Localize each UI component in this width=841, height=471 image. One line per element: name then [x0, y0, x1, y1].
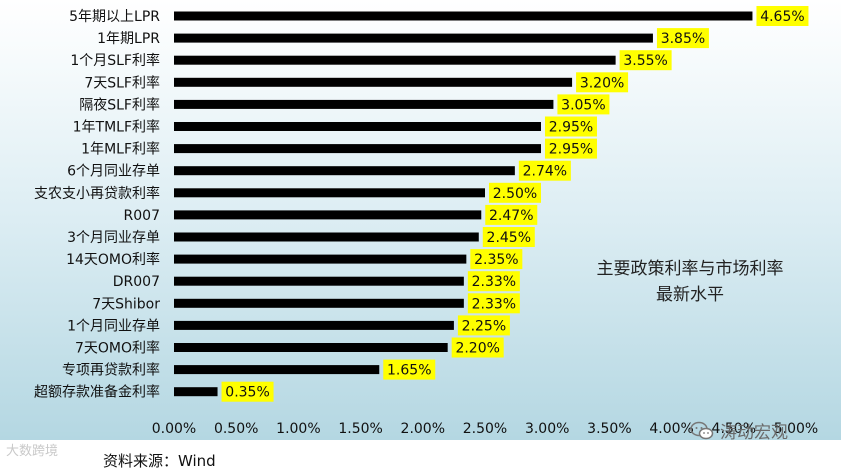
data-label-bg: [518, 160, 571, 181]
bar: [174, 188, 485, 198]
category-label: 超额存款准备金利率: [34, 384, 160, 401]
bar: [174, 298, 464, 308]
data-label: 2.35%: [474, 252, 518, 268]
data-label-bg: [576, 72, 629, 93]
category-label: 7天OMO利率: [75, 340, 160, 357]
x-tick-label: 1.50%: [338, 421, 382, 437]
category-label: 7天SLF利率: [84, 74, 160, 91]
bar: [174, 210, 482, 220]
bar: [174, 276, 464, 286]
data-label-bg: [470, 249, 523, 270]
bar: [174, 387, 218, 397]
annotation-line-2: 最新水平: [656, 285, 724, 305]
x-tick-label: 2.50%: [463, 421, 507, 437]
category-label: 1个月SLF利率: [70, 52, 160, 69]
data-label-bg: [544, 138, 597, 159]
x-tick-label: 4.00%: [649, 421, 693, 437]
category-label: DR007: [113, 274, 160, 290]
bar: [174, 99, 554, 109]
data-label-bg: [482, 227, 535, 247]
data-label-bg: [383, 359, 436, 380]
data-label: 3.05%: [561, 97, 605, 113]
x-tick-label: 3.00%: [525, 421, 569, 437]
category-label: 1年MLF利率: [81, 141, 160, 158]
category-label: 6个月同业存单: [67, 164, 160, 180]
data-label: 4.65%: [760, 9, 804, 25]
x-tick-label: 0.50%: [214, 421, 258, 437]
watermark-left: 大数跨境: [6, 440, 58, 459]
data-label: 3.85%: [661, 31, 705, 47]
data-label-bg: [619, 50, 672, 71]
x-tick-label: 1.00%: [276, 421, 320, 437]
data-label: 2.47%: [489, 208, 533, 224]
category-label: 3个月同业存单: [67, 230, 160, 246]
bar: [174, 77, 573, 87]
data-label: 2.33%: [472, 274, 516, 290]
data-label: 2.50%: [493, 186, 537, 202]
category-label: R007: [124, 208, 160, 224]
annotation-line-1: 主要政策利率与市场利率: [596, 259, 784, 279]
data-label: 2.25%: [462, 318, 506, 334]
category-label: 14天OMO利率: [66, 251, 160, 268]
data-label: 2.74%: [523, 164, 567, 180]
x-tick-label: 3.50%: [587, 421, 631, 437]
data-label: 2.45%: [487, 230, 531, 246]
data-label-bg: [656, 28, 709, 49]
x-tick-label: 4.50%: [712, 421, 756, 437]
category-label: 1年TMLF利率: [73, 119, 160, 136]
data-label-bg: [557, 94, 610, 115]
data-label: 3.20%: [580, 75, 624, 91]
bar: [174, 55, 616, 65]
category-label: 1个月同业存单: [67, 318, 160, 334]
data-label: 2.33%: [472, 296, 516, 312]
data-label: 2.20%: [455, 341, 499, 357]
wechat-icon: [690, 421, 714, 439]
bar: [174, 122, 541, 131]
data-label-bg: [489, 182, 541, 203]
category-label: 5年期以上LPR: [69, 9, 160, 25]
bar: [174, 320, 454, 330]
source-note: 资料来源：Wind: [103, 452, 216, 470]
watermark-right-text: 涛动宏观: [720, 423, 788, 443]
data-label-bg: [467, 271, 520, 292]
data-label: 1.65%: [387, 363, 431, 379]
bar: [174, 365, 380, 375]
x-tick-label: 2.00%: [401, 421, 445, 437]
bar: [174, 144, 541, 154]
data-label: 2.95%: [549, 120, 593, 136]
x-tick-label: 5.00%: [774, 421, 818, 437]
chart-area: 5年期以上LPR 4.65% 1年期LPR 3.85% 1个月SLF利率 3.55% 7天S…: [0, 0, 841, 440]
bar: [174, 343, 448, 352]
data-label-bg: [451, 337, 504, 358]
bar: [174, 254, 467, 264]
category-label: 7天Shibor: [92, 296, 160, 312]
category-label: 1年期LPR: [97, 31, 160, 47]
data-label: 0.35%: [225, 385, 269, 401]
category-label: 支农支小再贷款利率: [34, 185, 160, 202]
data-label-bg: [467, 293, 520, 314]
bar: [174, 33, 653, 43]
bar: [174, 166, 515, 176]
data-label-bg: [221, 381, 274, 402]
chart-annotation: 主要政策利率与市场利率 最新水平: [560, 256, 820, 308]
watermark-right: 涛动宏观: [690, 418, 788, 443]
data-label-bg: [756, 6, 809, 26]
data-label: 2.95%: [549, 142, 593, 158]
bar: [174, 11, 753, 21]
bar: [174, 232, 479, 242]
data-label-bg: [485, 204, 538, 225]
data-label-bg: [544, 116, 597, 137]
x-tick-label: 0.00%: [152, 421, 196, 437]
bar-chart: 5年期以上LPR 4.65% 1年期LPR 3.85% 1个月SLF利率 3.55% 7天S…: [34, 6, 818, 437]
data-label-bg: [457, 315, 510, 336]
data-label: 3.55%: [623, 53, 667, 69]
watermark-left-text: 大数跨境: [6, 444, 59, 459]
category-label: 专项再贷款利率: [62, 362, 160, 379]
category-label: 隔夜SLF利率: [79, 96, 160, 113]
